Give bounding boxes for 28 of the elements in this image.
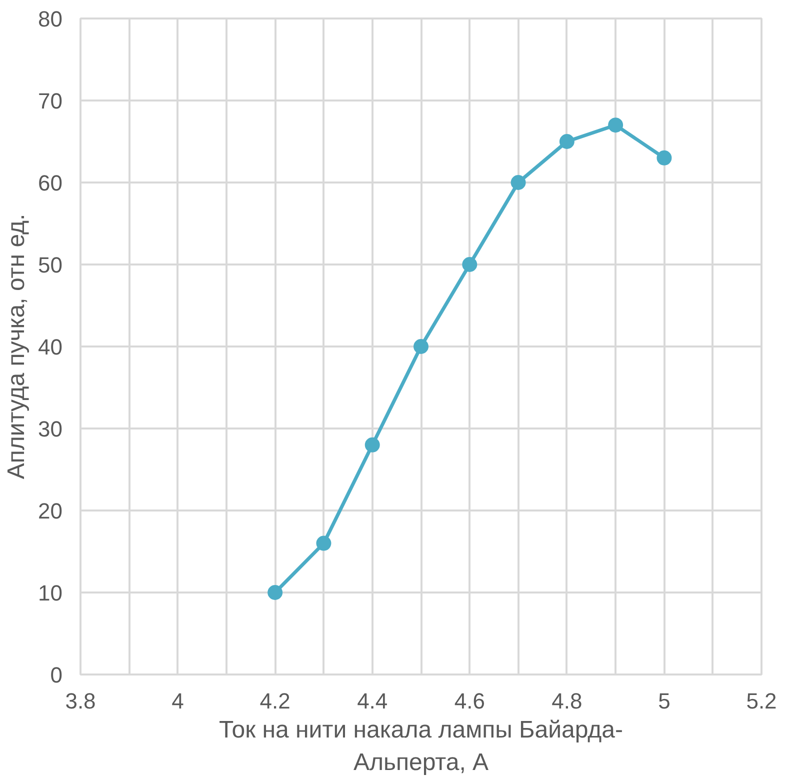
x-tick-label: 4.2	[260, 688, 290, 714]
point	[608, 118, 624, 133]
x-tick-label: 4.8	[552, 688, 582, 714]
y-tick-label: 40	[38, 334, 63, 360]
y-tick-label: 60	[38, 170, 63, 196]
point	[559, 134, 574, 149]
x-tick-label: 4	[172, 688, 184, 714]
y-tick-label: 70	[38, 88, 63, 114]
x-tick-label: 4.6	[454, 688, 485, 714]
y-tick-label: 0	[50, 662, 63, 688]
point	[268, 585, 283, 600]
point	[656, 150, 672, 166]
point	[316, 536, 332, 551]
x-tick-label: 5	[658, 688, 670, 714]
point	[364, 437, 380, 452]
y-axis-title: Аплитуда пучка, отн ед.	[3, 214, 30, 480]
point	[414, 339, 428, 354]
x-axis-title: Ток на нити накала лампы Байарда-Альперта, А	[218, 716, 624, 776]
y-tick-label: 30	[38, 416, 63, 442]
x-tick-label: 4.4	[357, 688, 388, 714]
point	[462, 257, 478, 272]
x-tick-label: 5.2	[746, 688, 777, 714]
y-tick-label: 10	[38, 580, 63, 606]
point	[510, 175, 526, 190]
y-tick-label: 80	[38, 6, 63, 32]
y-tick-label: 50	[38, 252, 63, 278]
x-tick-label: 3.8	[65, 688, 96, 714]
y-tick-label: 20	[38, 498, 63, 524]
